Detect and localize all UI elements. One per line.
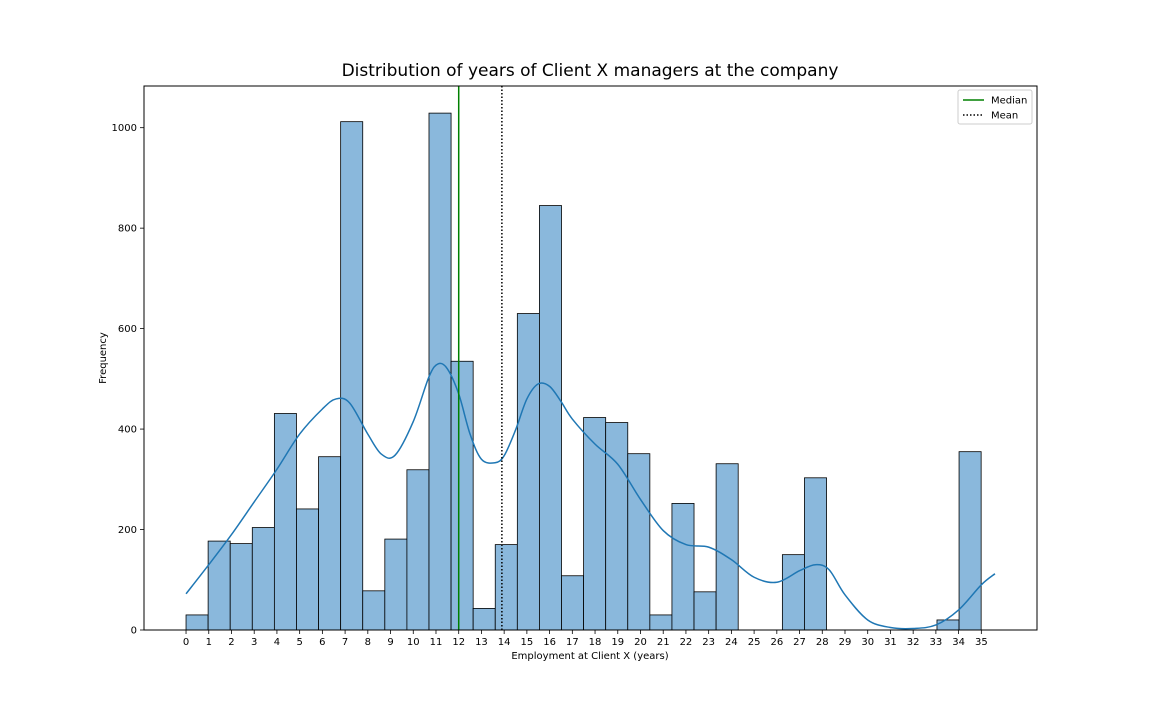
histogram-bar (450, 360, 474, 631)
histogram-bar (649, 614, 673, 631)
histogram-bar (936, 619, 960, 631)
x-tick-label: 29 (839, 637, 852, 648)
reference-lines-layer (457, 86, 503, 630)
x-tick-label: 31 (884, 637, 897, 648)
histogram-bar (671, 503, 695, 631)
x-tick-label: 17 (566, 637, 579, 648)
x-axis: 0 1 2 3 4 5 6 7 8 9 10 11 12 13 14 15 16 17 18 19 20 21 22 23 24… (183, 630, 988, 648)
x-tick-label: 34 (952, 637, 965, 648)
legend: Median Mean (957, 89, 1033, 125)
histogram-bar (296, 508, 319, 631)
x-tick-label: 5 (296, 637, 302, 648)
histogram-bar (384, 538, 408, 631)
x-tick-label: 18 (589, 637, 602, 648)
y-tick-label: 600 (118, 324, 137, 335)
y-axis: 0 200 400 600 800 1000 (112, 123, 144, 637)
x-tick-label: 35 (975, 637, 988, 648)
histogram-bar (472, 608, 496, 631)
x-tick-label: 9 (387, 637, 393, 648)
x-tick-label: 25 (748, 637, 761, 648)
legend-box (957, 89, 1033, 125)
chart-title: Distribution of years of Client X manage… (342, 61, 839, 81)
histogram-bar (318, 456, 342, 631)
histogram-bar (715, 463, 739, 631)
x-tick-label: 10 (407, 637, 420, 648)
kde-layer (185, 362, 996, 630)
x-tick-label: 0 (183, 637, 189, 648)
x-tick-label: 14 (498, 637, 511, 648)
x-tick-label: 30 (861, 637, 874, 648)
histogram-bar (273, 413, 297, 631)
histogram-bar (627, 453, 651, 631)
x-tick-label: 6 (319, 637, 325, 648)
y-tick-label: 200 (118, 525, 137, 536)
legend-median-label: Median (991, 96, 1027, 107)
legend-mean-label: Mean (991, 111, 1018, 122)
histogram-bar (185, 614, 209, 631)
bars-layer (185, 112, 982, 631)
x-tick-label: 19 (611, 637, 624, 648)
y-tick-label: 400 (118, 425, 137, 436)
x-tick-label: 33 (930, 637, 943, 648)
histogram-bar (406, 469, 430, 631)
histogram-bar (340, 121, 364, 631)
x-tick-label: 22 (680, 637, 693, 648)
plot-frame (143, 85, 1038, 631)
x-tick-label: 24 (725, 637, 738, 648)
histogram-bar (693, 591, 717, 631)
histogram-bar (207, 540, 231, 631)
x-tick-label: 2 (228, 637, 234, 648)
histogram-bar (958, 451, 982, 631)
histogram-bar (251, 527, 275, 631)
y-axis-label: Frequency (98, 332, 109, 384)
x-tick-label: 26 (770, 637, 783, 648)
histogram-bar (605, 422, 629, 631)
x-tick-label: 8 (365, 637, 371, 648)
histogram-bar (539, 205, 562, 631)
y-tick-label: 1000 (112, 123, 137, 134)
histogram-bar (362, 590, 386, 631)
x-tick-label: 27 (793, 637, 806, 648)
histogram-bar (804, 477, 827, 631)
kde-curve (185, 362, 996, 630)
x-tick-label: 3 (251, 637, 257, 648)
histogram-bar (229, 543, 253, 631)
x-tick-label: 23 (702, 637, 715, 648)
x-axis-label: Employment at Client X (years) (511, 651, 668, 662)
x-tick-label: 1 (206, 637, 212, 648)
x-tick-label: 4 (274, 637, 280, 648)
x-tick-label: 12 (452, 637, 465, 648)
x-tick-label: 28 (816, 637, 829, 648)
x-tick-label: 16 (543, 637, 556, 648)
x-tick-label: 32 (907, 637, 920, 648)
x-tick-label: 7 (342, 637, 348, 648)
histogram-bar (781, 554, 805, 631)
y-tick-label: 800 (118, 224, 137, 235)
x-tick-label: 20 (634, 637, 647, 648)
histogram-bar (516, 313, 540, 631)
x-tick-label: 13 (475, 637, 488, 648)
x-tick-label: 21 (657, 637, 670, 648)
x-tick-label: 11 (430, 637, 443, 648)
y-tick-label: 0 (131, 626, 137, 637)
x-tick-label: 15 (521, 637, 534, 648)
histogram-bar (494, 544, 518, 631)
histogram-bar (428, 112, 452, 631)
histogram-bar (583, 417, 607, 631)
histogram-bar (561, 575, 584, 631)
